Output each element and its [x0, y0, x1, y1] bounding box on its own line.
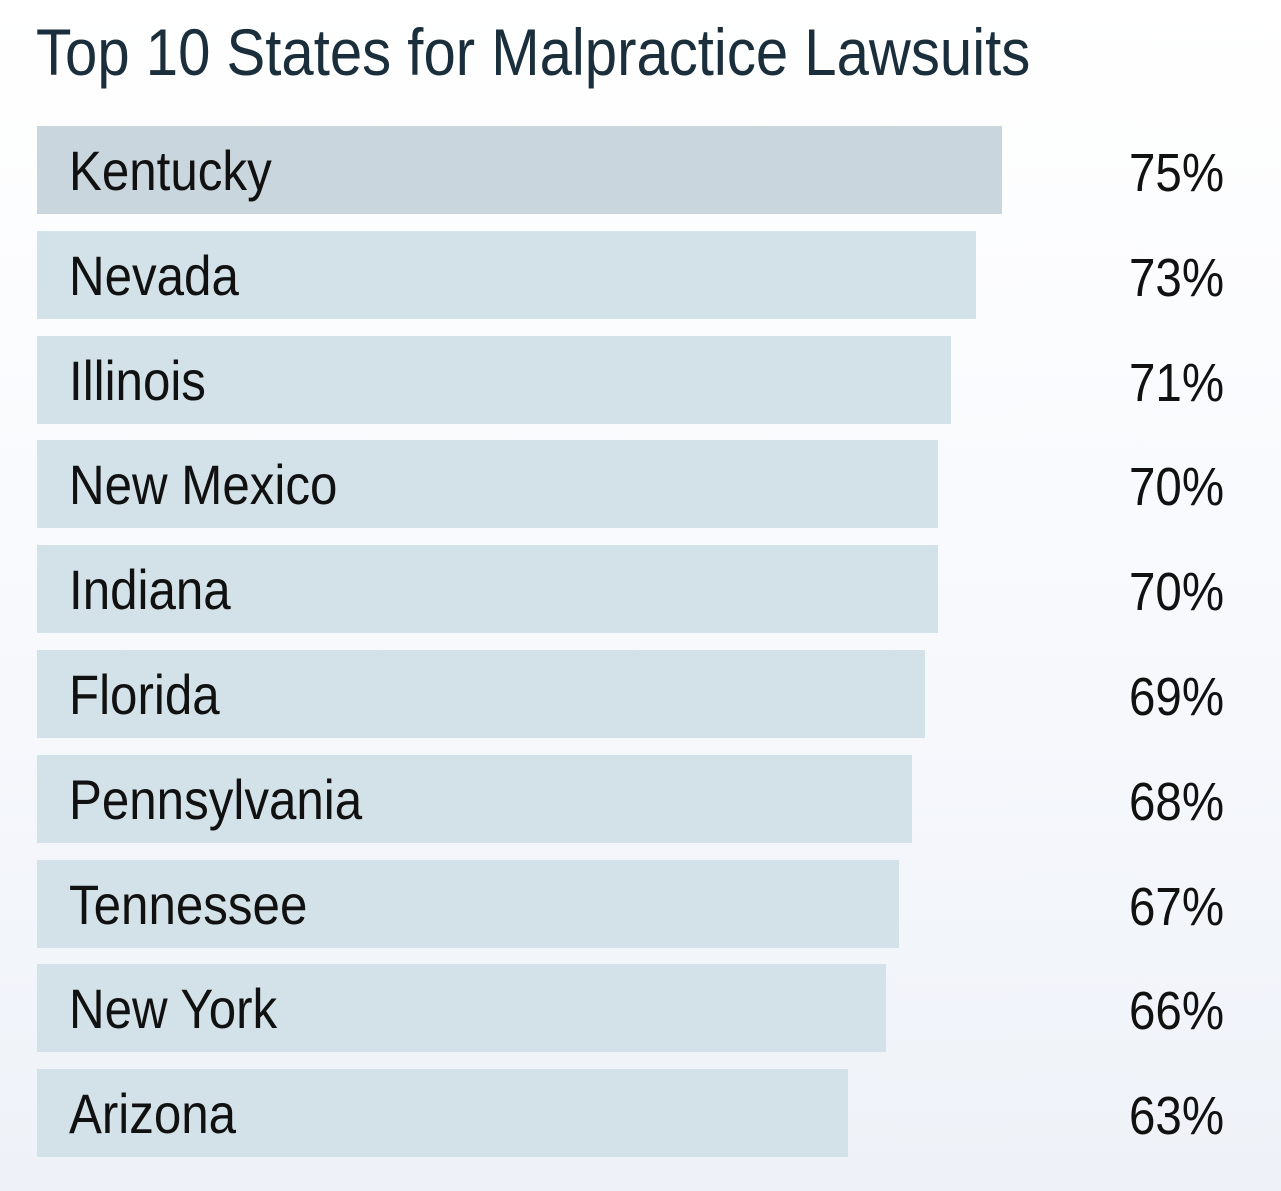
bar-row: Florida 69% — [0, 650, 1281, 738]
bar-label: Kentucky — [69, 139, 272, 202]
bar — [37, 336, 951, 424]
bar-label: Tennessee — [69, 873, 308, 936]
bar-value-label: 70% — [1128, 457, 1224, 517]
bar — [37, 440, 938, 528]
bar-value-label: 73% — [1128, 248, 1224, 308]
chart-title: Top 10 States for Malpractice Lawsuits — [36, 15, 1031, 89]
bar-value-label: 69% — [1128, 667, 1224, 727]
bar-value-label: 63% — [1128, 1086, 1224, 1146]
bar-row: New Mexico 70% — [0, 440, 1281, 528]
bar-label: Florida — [69, 663, 220, 726]
bar-row: Arizona 63% — [0, 1069, 1281, 1157]
bar-value-label: 67% — [1128, 877, 1224, 937]
bar — [37, 126, 1002, 214]
bar-label: Arizona — [69, 1082, 237, 1145]
bar — [37, 1069, 848, 1157]
bar-row: Illinois 71% — [0, 336, 1281, 424]
bar — [37, 860, 899, 948]
bar-value-label: 71% — [1128, 353, 1224, 413]
bar — [37, 231, 976, 319]
bar-row: Kentucky 75% — [0, 126, 1281, 214]
bar — [37, 964, 886, 1052]
bar-value-label: 68% — [1128, 772, 1224, 832]
bar — [37, 755, 912, 843]
bar-row: Tennessee 67% — [0, 860, 1281, 948]
bar-row: New York 66% — [0, 964, 1281, 1052]
bar — [37, 545, 938, 633]
bar-label: Pennsylvania — [69, 768, 363, 831]
bar-row: Nevada 73% — [0, 231, 1281, 319]
bar-label: Indiana — [69, 558, 231, 621]
bar-value-label: 66% — [1128, 981, 1224, 1041]
bar-label: New York — [69, 977, 278, 1040]
bar-label: Nevada — [69, 244, 239, 307]
bar-value-label: 70% — [1128, 562, 1224, 622]
bar-label: Illinois — [69, 349, 206, 412]
bar — [37, 650, 925, 738]
bar-row: Pennsylvania 68% — [0, 755, 1281, 843]
bar-row: Indiana 70% — [0, 545, 1281, 633]
bar-label: New Mexico — [69, 453, 338, 516]
bar-value-label: 75% — [1128, 143, 1224, 203]
